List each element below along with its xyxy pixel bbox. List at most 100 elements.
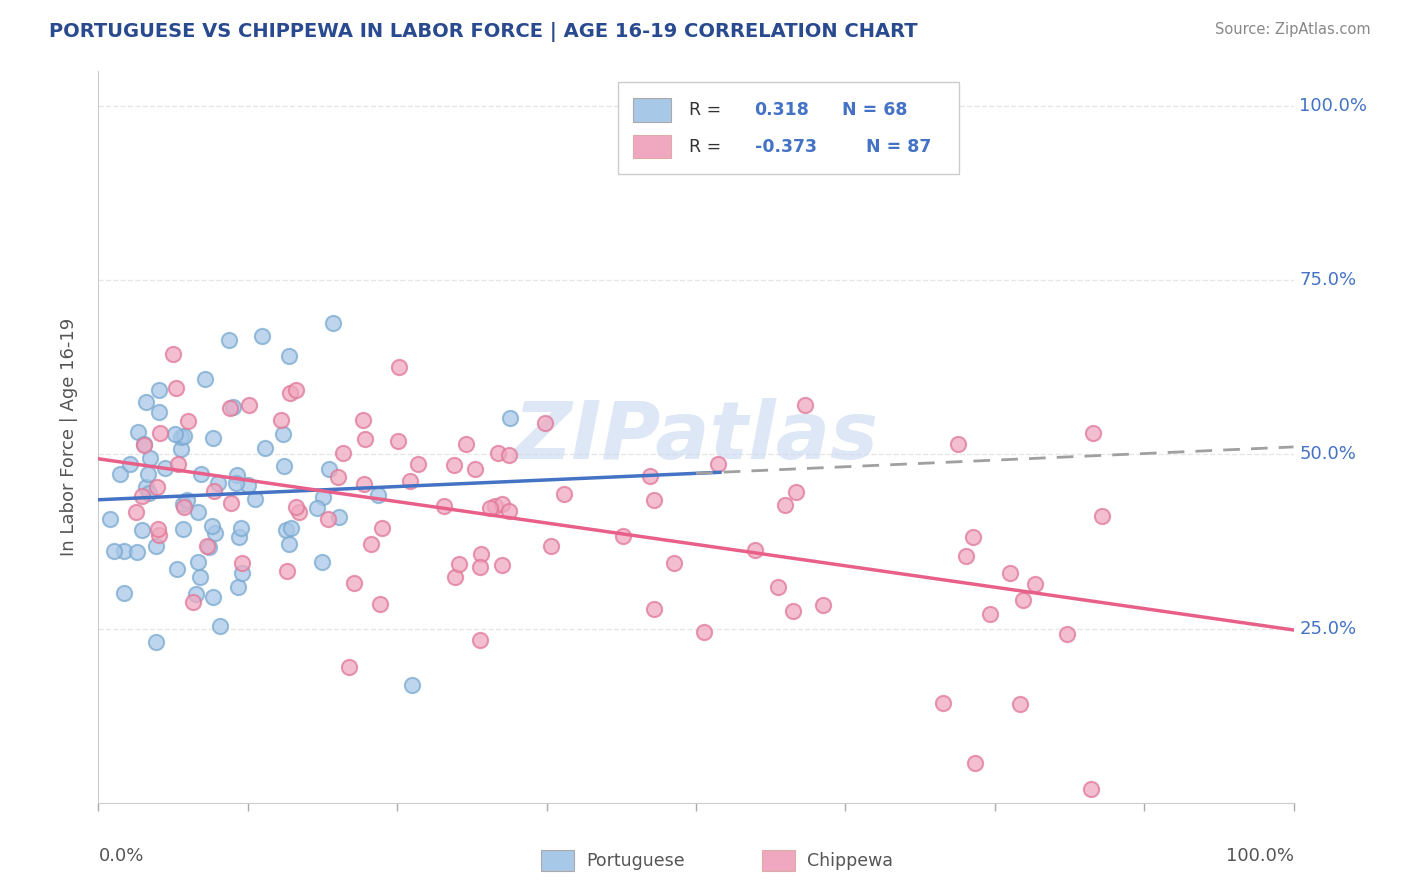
Point bbox=[464, 462, 486, 476]
Point bbox=[231, 556, 253, 570]
Point bbox=[170, 430, 193, 444]
Point bbox=[132, 438, 155, 452]
Point bbox=[219, 401, 242, 415]
Point bbox=[226, 467, 249, 482]
Point bbox=[612, 529, 634, 543]
Point bbox=[353, 476, 375, 491]
Point bbox=[1091, 508, 1114, 523]
Y-axis label: In Labor Force | Age 16-19: In Labor Force | Age 16-19 bbox=[59, 318, 77, 557]
Point bbox=[166, 562, 188, 576]
Point bbox=[103, 544, 125, 558]
Point bbox=[305, 501, 328, 516]
FancyBboxPatch shape bbox=[633, 98, 671, 122]
Point bbox=[486, 446, 509, 460]
Text: 100.0%: 100.0% bbox=[1226, 847, 1294, 864]
Point bbox=[311, 554, 333, 568]
Point bbox=[202, 483, 225, 498]
Point bbox=[202, 591, 225, 605]
Point bbox=[470, 547, 492, 561]
Point bbox=[153, 461, 176, 475]
Point bbox=[165, 381, 187, 395]
Point bbox=[1008, 697, 1031, 711]
Point bbox=[643, 493, 665, 508]
Point bbox=[169, 442, 191, 457]
Point bbox=[468, 633, 491, 648]
Point bbox=[131, 523, 153, 537]
Point bbox=[367, 488, 389, 502]
Point bbox=[498, 504, 520, 518]
Point bbox=[318, 462, 340, 476]
Point bbox=[165, 426, 187, 441]
Point bbox=[979, 607, 1001, 621]
Point bbox=[280, 521, 302, 535]
Point bbox=[253, 441, 276, 455]
Point bbox=[98, 512, 121, 526]
Point bbox=[225, 475, 247, 490]
Point bbox=[238, 398, 260, 412]
Point bbox=[449, 557, 471, 571]
Point bbox=[148, 522, 170, 536]
Point bbox=[181, 595, 204, 609]
Point bbox=[207, 475, 229, 490]
Point bbox=[162, 347, 184, 361]
Text: Chippewa: Chippewa bbox=[807, 853, 893, 871]
Point bbox=[226, 580, 249, 594]
Text: 0.318: 0.318 bbox=[755, 101, 810, 120]
Point bbox=[662, 556, 685, 570]
FancyBboxPatch shape bbox=[541, 850, 574, 871]
Point bbox=[491, 558, 513, 573]
Point bbox=[149, 425, 172, 440]
Point bbox=[478, 500, 501, 515]
Point bbox=[172, 523, 194, 537]
Point bbox=[146, 480, 169, 494]
Point bbox=[271, 427, 294, 442]
Point bbox=[744, 543, 766, 558]
Point bbox=[278, 536, 301, 550]
Point bbox=[139, 450, 162, 465]
Point bbox=[955, 549, 977, 563]
Point bbox=[785, 484, 807, 499]
Point bbox=[190, 570, 212, 584]
Text: 0.0%: 0.0% bbox=[98, 847, 143, 864]
Point bbox=[408, 457, 430, 471]
Point bbox=[534, 416, 557, 430]
Point bbox=[250, 328, 273, 343]
FancyBboxPatch shape bbox=[762, 850, 796, 871]
Point bbox=[932, 696, 955, 710]
Point bbox=[326, 469, 349, 483]
Point bbox=[135, 395, 157, 409]
Point bbox=[176, 493, 198, 508]
Point bbox=[332, 446, 354, 460]
Point bbox=[228, 530, 250, 544]
Text: R =: R = bbox=[689, 137, 721, 156]
Point bbox=[172, 497, 194, 511]
Text: N = 87: N = 87 bbox=[866, 137, 931, 156]
Point bbox=[284, 500, 307, 515]
Point bbox=[312, 490, 335, 504]
Point bbox=[245, 492, 267, 507]
Point bbox=[399, 475, 422, 489]
Point bbox=[236, 478, 259, 492]
Text: 50.0%: 50.0% bbox=[1299, 445, 1357, 464]
Point bbox=[316, 511, 339, 525]
Point bbox=[195, 539, 218, 553]
Point bbox=[443, 458, 465, 472]
Point bbox=[134, 436, 156, 450]
Point bbox=[219, 496, 242, 510]
Point bbox=[136, 467, 159, 481]
Point bbox=[194, 372, 217, 386]
Point bbox=[125, 504, 148, 518]
FancyBboxPatch shape bbox=[633, 135, 671, 159]
Point bbox=[1011, 593, 1033, 607]
Point bbox=[444, 570, 467, 584]
Point bbox=[343, 576, 366, 591]
Point bbox=[190, 467, 212, 481]
Point bbox=[368, 597, 391, 611]
Point bbox=[794, 399, 817, 413]
Point bbox=[201, 519, 224, 533]
Point bbox=[131, 489, 153, 503]
Point bbox=[456, 437, 478, 451]
Point bbox=[638, 469, 661, 483]
Point bbox=[218, 333, 240, 347]
Point bbox=[963, 756, 986, 770]
